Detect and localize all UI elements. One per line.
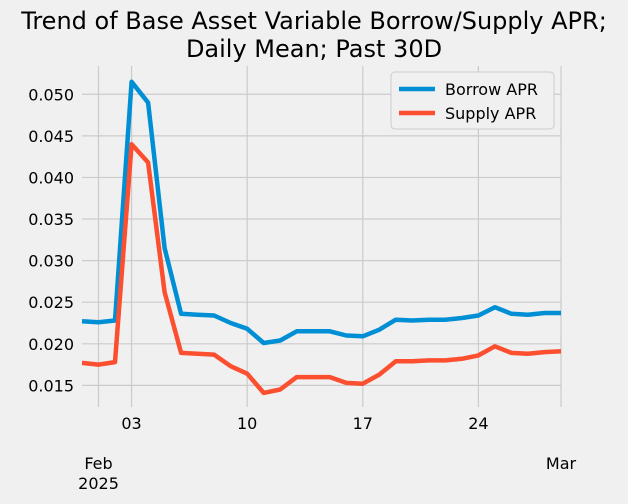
x-major-tick-label: Mar [546,454,577,473]
chart-title-line: Trend of Base Asset Variable Borrow/Supp… [20,7,607,35]
x-major-tick-line: Feb [84,454,112,473]
x-tick-label: 17 [353,414,373,433]
y-tick-label: 0.020 [28,335,74,354]
x-major-tick-line: 2025 [78,474,119,493]
x-major-tick-label: Feb 2025 [78,454,119,493]
x-tick-label: 10 [237,414,257,433]
x-tick-label: 24 [468,414,488,433]
x-tick-labels: 03 10 17 24 Feb 2025 Mar [78,414,576,493]
chart-title-line: Daily Mean; Past 30D [186,35,442,63]
y-tick-label: 0.040 [28,168,74,187]
x-tick-label: 03 [121,414,141,433]
x-major-tick-line: Mar [546,454,577,473]
y-tick-label: 0.025 [28,293,74,312]
y-tick-label: 0.015 [28,376,74,395]
series-layer [81,79,562,396]
y-tick-labels: 0.015 0.020 0.025 0.030 0.035 0.040 0.045 0.050 [28,85,74,395]
y-tick-label: 0.030 [28,252,74,271]
legend-label: Borrow APR [445,80,538,99]
legend-label: Supply APR [445,104,536,123]
chart-title: Trend of Base Asset Variable Borrow/Supp… [20,7,607,63]
y-tick-label: 0.045 [28,127,74,146]
series-line-supply-apr [81,141,562,396]
chart-title-text: Trend of Base Asset Variable Borrow/Supp… [20,7,607,63]
y-tick-label: 0.050 [28,85,74,104]
series-line-borrow-apr [81,79,561,346]
legend: Borrow APR Supply APR [390,71,555,130]
y-tick-label: 0.035 [28,210,74,229]
